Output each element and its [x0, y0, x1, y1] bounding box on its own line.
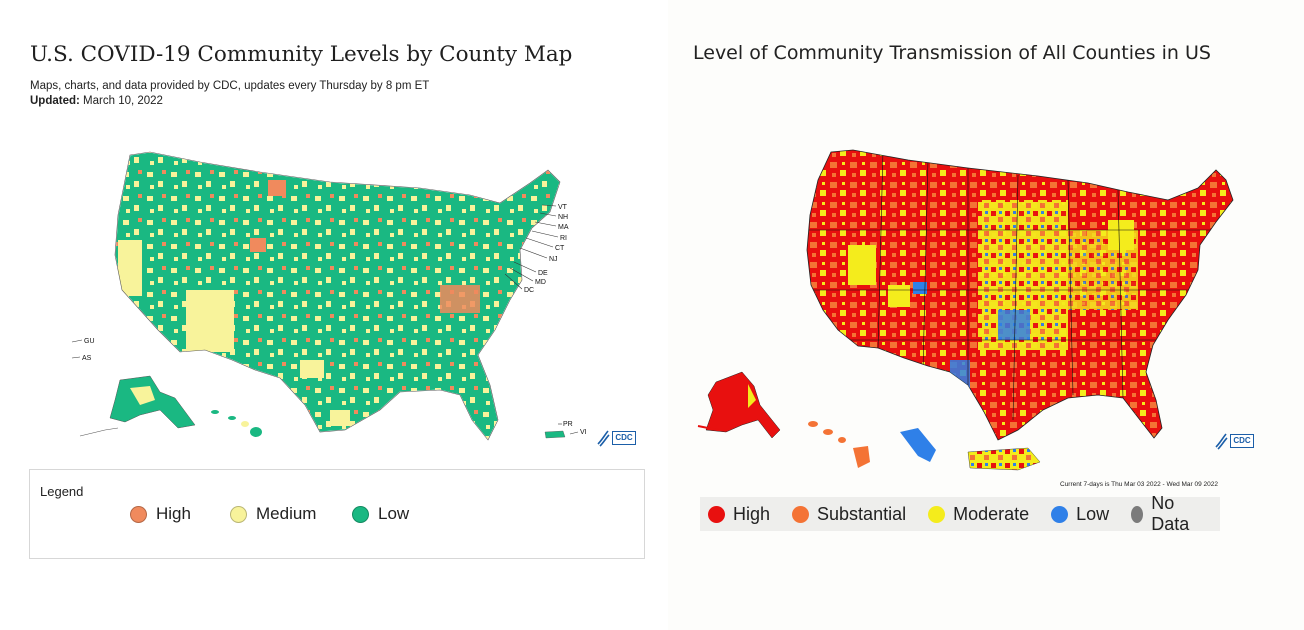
community-transmission-map[interactable]	[668, 0, 1304, 490]
state-label-dc: DC	[524, 287, 534, 294]
alaska-shape	[79, 375, 196, 437]
legend-item-medium: Medium	[230, 504, 316, 524]
no-data-swatch	[1131, 505, 1144, 523]
legend-label-no-data: No Data	[1151, 493, 1190, 534]
hhs-eagle-icon	[597, 430, 610, 447]
state-label-nj: NJ	[549, 256, 558, 263]
legend-label-medium: Medium	[256, 504, 317, 523]
updated-label: Updated:	[30, 95, 80, 107]
legend-item-low: Low	[352, 504, 409, 524]
alaska-shape	[697, 371, 781, 439]
moderate-swatch	[928, 505, 946, 523]
date-range-note: Current 7-days is Thu Mar 03 2022 - Wed …	[1060, 481, 1219, 488]
legend-item-no-data: No Data	[1131, 493, 1198, 535]
puerto-rico-shape	[544, 430, 566, 439]
legend-label-substantial: Substantial	[817, 503, 907, 524]
contiguous-us-shape	[806, 149, 1234, 441]
updated-date: March 10, 2022	[83, 95, 163, 107]
state-label-nh: NH	[558, 214, 568, 221]
territory-label-vi: VI	[580, 429, 587, 436]
state-label-ct: CT	[555, 245, 565, 252]
hawaii-shape	[808, 421, 870, 468]
transmission-map-title: Level of Community Transmission of All C…	[693, 42, 1211, 64]
guam-shape	[900, 428, 936, 462]
territory-label-pr: PR	[563, 421, 573, 428]
state-label-ri: RI	[560, 235, 567, 242]
state-label-de: DE	[538, 270, 548, 277]
legend-label-moderate: Moderate	[953, 503, 1030, 524]
low-swatch	[1051, 505, 1069, 523]
state-label-leaders	[71, 204, 579, 435]
legend-item-high: High	[130, 504, 191, 524]
legend-item-substantial: Substantial	[792, 504, 906, 525]
low-swatch	[352, 505, 369, 523]
legend-label-low: Low	[378, 504, 410, 523]
territory-label-as: AS	[82, 355, 92, 362]
state-label-vt: VT	[558, 204, 568, 211]
transmission-legend: High Substantial Moderate Low No Data	[700, 493, 1220, 534]
legend-label-high: High	[733, 503, 771, 524]
territory-label-gu: GU	[84, 338, 95, 345]
state-label-md: MD	[535, 279, 546, 286]
state-label-ma: MA	[558, 224, 569, 231]
puerto-rico-shape	[967, 447, 1041, 471]
legend-item-low: Low	[1051, 504, 1109, 525]
legend-title: Legend	[40, 484, 84, 499]
legend-item-high: High	[708, 504, 770, 525]
data-source-note: Maps, charts, and data provided by CDC, …	[30, 80, 430, 92]
page-title: U.S. COVID-19 Community Levels by County…	[30, 42, 573, 67]
cdc-logo: CDC	[596, 428, 636, 448]
substantial-swatch	[792, 505, 810, 523]
hawaii-shape	[211, 410, 262, 437]
cdc-logo-text: CDC	[1230, 434, 1254, 448]
cdc-logo-text: CDC	[612, 431, 636, 445]
community-levels-panel: U.S. COVID-19 Community Levels by County…	[0, 0, 668, 559]
community-levels-map[interactable]: VT NH MA RI CT NJ DE MD DC GU AS PR VI	[0, 0, 668, 470]
state-borders	[808, 150, 1228, 421]
legend-item-moderate: Moderate	[928, 504, 1029, 525]
legend-label-high: High	[156, 504, 191, 523]
medium-swatch	[230, 505, 247, 523]
high-swatch	[130, 505, 147, 523]
updated-line: Updated: March 10, 2022	[30, 95, 163, 107]
legend-label-low: Low	[1076, 503, 1110, 524]
community-transmission-panel: Level of Community Transmission of All C…	[668, 0, 1304, 630]
hhs-eagle-icon	[1215, 433, 1228, 450]
high-swatch	[708, 505, 725, 523]
contiguous-us-shape	[114, 151, 561, 441]
map-legend: Legend High Medium Low	[29, 469, 645, 559]
cdc-logo: CDC	[1214, 431, 1254, 451]
